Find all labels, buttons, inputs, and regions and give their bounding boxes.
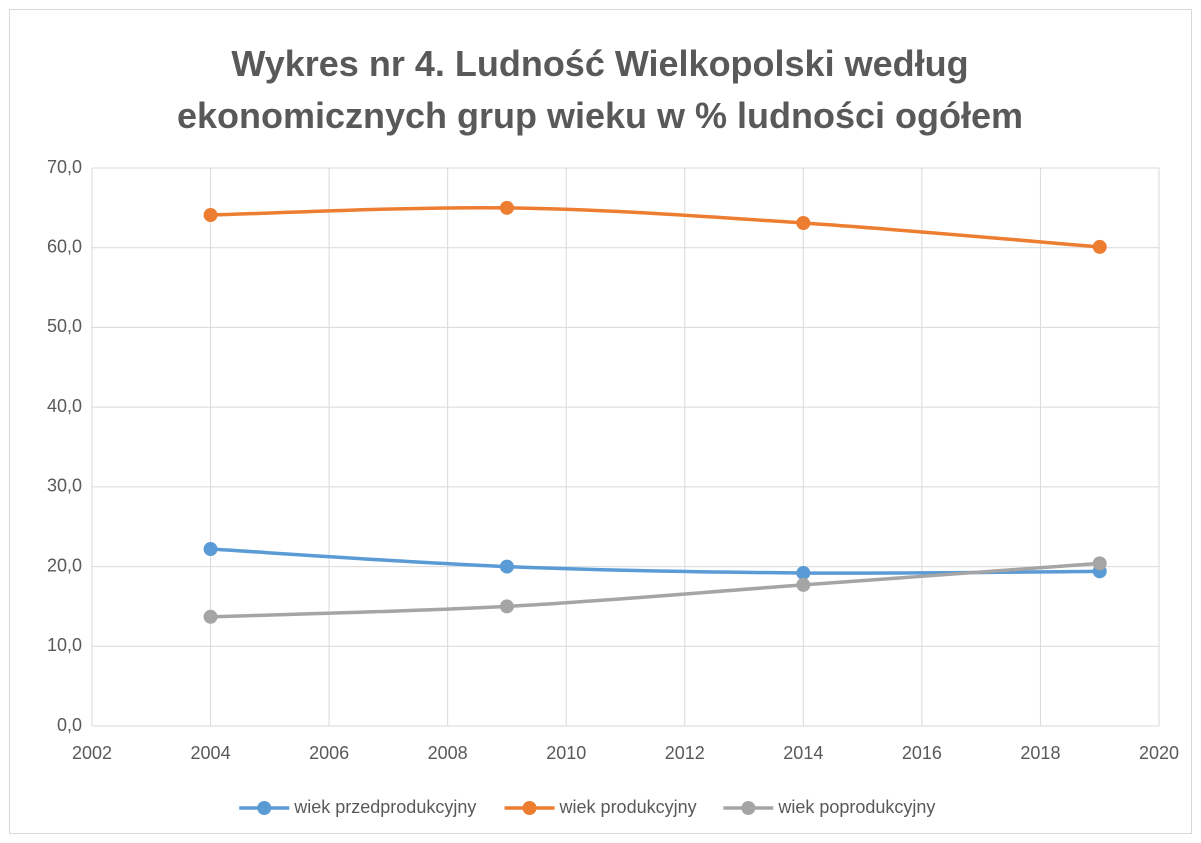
x-tick-label: 2004 — [191, 743, 231, 763]
x-tick-label: 2014 — [783, 743, 823, 763]
y-tick-label: 50,0 — [47, 316, 82, 336]
x-tick-label: 2018 — [1020, 743, 1060, 763]
series-line — [210, 561, 1100, 619]
legend-label: wiek przedprodukcyjny — [293, 797, 476, 817]
data-point — [499, 559, 514, 574]
y-tick-label: 30,0 — [47, 476, 82, 496]
x-tick-label: 2020 — [1139, 743, 1179, 763]
x-tick-label: 2010 — [546, 743, 586, 763]
y-tick-label: 40,0 — [47, 396, 82, 416]
x-tick-label: 2008 — [428, 743, 468, 763]
data-point — [1092, 556, 1107, 571]
y-tick-label: 20,0 — [47, 555, 82, 575]
series-line — [210, 205, 1100, 249]
chart-title: Wykres nr 4. Ludność Wielkopolski według… — [176, 43, 1024, 136]
y-tick-label: 60,0 — [47, 236, 82, 256]
legend-marker — [257, 801, 272, 815]
data-point — [1092, 239, 1107, 254]
data-point — [203, 208, 218, 223]
y-tick-label: 0,0 — [57, 715, 82, 735]
data-point — [203, 542, 218, 557]
chart-border — [9, 9, 1192, 834]
legend-label: wiek produkcyjny — [559, 797, 697, 817]
x-tick-label: 2012 — [665, 743, 705, 763]
x-tick-label: 2002 — [72, 743, 112, 763]
data-point — [796, 565, 811, 580]
data-point — [499, 200, 514, 215]
data-point — [796, 577, 811, 592]
legend-marker — [522, 801, 537, 815]
series-line — [210, 547, 1100, 575]
data-point — [499, 599, 514, 614]
data-point — [203, 609, 218, 624]
x-tick-label: 2006 — [309, 743, 349, 763]
legend-marker — [741, 801, 756, 815]
legend-label: wiek poprodukcyjny — [777, 797, 935, 817]
y-tick-label: 70,0 — [47, 157, 82, 177]
y-tick-label: 10,0 — [47, 635, 82, 655]
x-tick-label: 2016 — [902, 743, 942, 763]
data-point — [796, 216, 811, 231]
